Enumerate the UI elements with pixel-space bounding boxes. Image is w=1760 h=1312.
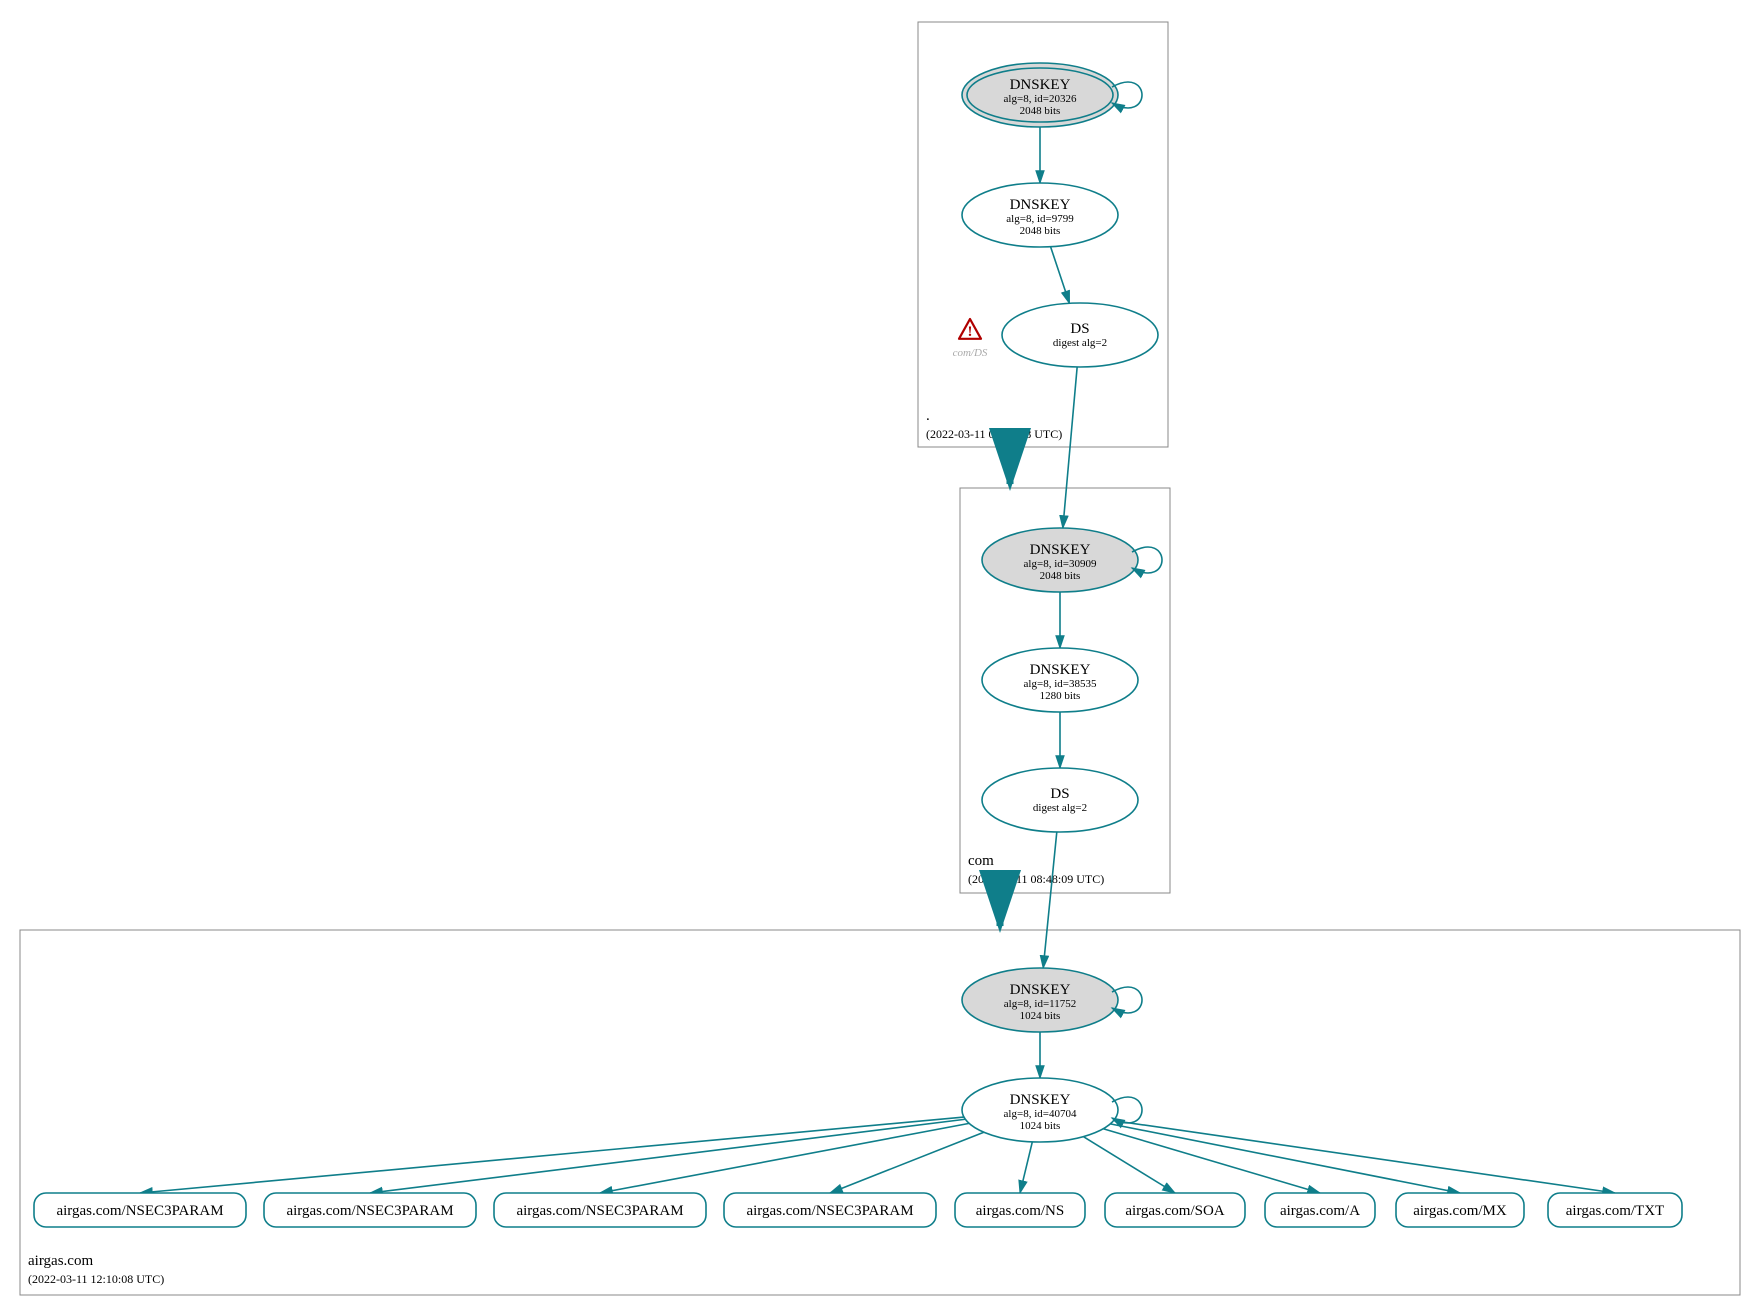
- record-label: airgas.com/NSEC3PARAM: [56, 1203, 223, 1219]
- warning-label: com/DS: [953, 347, 988, 359]
- node-line2: alg=8, id=38535: [1024, 678, 1097, 690]
- edge-to-leaf: [1083, 1137, 1175, 1193]
- node-title: DNSKEY: [1010, 77, 1071, 93]
- zone-label: airgas.com: [28, 1253, 93, 1269]
- record-label: airgas.com/NSEC3PARAM: [516, 1203, 683, 1219]
- node-line2: alg=8, id=9799: [1006, 213, 1074, 225]
- record-label: airgas.com/SOA: [1125, 1203, 1224, 1219]
- node-line2: digest alg=2: [1053, 337, 1107, 349]
- zone-label: .: [926, 408, 930, 424]
- edge-to-leaf: [140, 1117, 964, 1193]
- edge-to-leaf: [1114, 1121, 1615, 1193]
- warning-icon: ! com/DS: [953, 319, 988, 359]
- zone-label: com: [968, 853, 994, 869]
- node-title: DNSKEY: [1010, 197, 1071, 213]
- zone-timestamp: (2022-03-11 12:10:08 UTC): [28, 1272, 164, 1286]
- node-line3: 2048 bits: [1040, 570, 1081, 582]
- node-com_zsk: DNSKEYalg=8, id=385351280 bits: [982, 648, 1138, 712]
- node-com_ds: DSdigest alg=2: [982, 768, 1138, 832]
- zone-timestamp: (2022-03-11 08:48:09 UTC): [968, 872, 1104, 886]
- node-line2: alg=8, id=30909: [1024, 558, 1097, 570]
- zone-box-airgas: [20, 930, 1740, 1295]
- node-line2: digest alg=2: [1033, 802, 1087, 814]
- node-title: DNSKEY: [1030, 662, 1091, 678]
- edge: [1043, 832, 1057, 968]
- node-line3: 1024 bits: [1020, 1010, 1061, 1022]
- node-com_ksk: DNSKEYalg=8, id=309092048 bits: [982, 528, 1162, 592]
- edge-to-leaf: [370, 1119, 965, 1193]
- node-line3: 2048 bits: [1020, 225, 1061, 237]
- edge-to-leaf: [830, 1132, 984, 1193]
- edge-to-leaf: [1020, 1142, 1032, 1193]
- svg-text:!: !: [968, 324, 973, 340]
- node-root_zsk: DNSKEYalg=8, id=97992048 bits: [962, 183, 1118, 247]
- record-label: airgas.com/MX: [1413, 1203, 1507, 1219]
- node-line3: 2048 bits: [1020, 105, 1061, 117]
- record-label: airgas.com/NSEC3PARAM: [746, 1203, 913, 1219]
- record-label: airgas.com/A: [1280, 1203, 1360, 1219]
- edge-to-leaf: [1103, 1129, 1320, 1193]
- record-label: airgas.com/NS: [976, 1203, 1064, 1219]
- node-line3: 1024 bits: [1020, 1120, 1061, 1132]
- node-title: DS: [1070, 321, 1089, 337]
- node-line3: 1280 bits: [1040, 690, 1081, 702]
- node-title: DNSKEY: [1010, 1092, 1071, 1108]
- zone-timestamp: (2022-03-11 06:33:28 UTC): [926, 427, 1062, 441]
- node-root_ds: DSdigest alg=2: [1002, 303, 1158, 367]
- node-line2: alg=8, id=11752: [1004, 998, 1077, 1010]
- record-label: airgas.com/NSEC3PARAM: [286, 1203, 453, 1219]
- node-title: DNSKEY: [1030, 542, 1091, 558]
- dnssec-graph: . (2022-03-11 06:33:28 UTC) com (2022-03-11…: [0, 0, 1760, 1312]
- node-airgas_ksk: DNSKEYalg=8, id=117521024 bits: [962, 968, 1142, 1032]
- node-line2: alg=8, id=40704: [1004, 1108, 1077, 1120]
- node-title: DS: [1050, 786, 1069, 802]
- node-line2: alg=8, id=20326: [1004, 93, 1077, 105]
- record-label: airgas.com/TXT: [1566, 1203, 1664, 1219]
- node-title: DNSKEY: [1010, 982, 1071, 998]
- node-root_ksk: DNSKEYalg=8, id=203262048 bits: [962, 63, 1142, 127]
- edge: [1051, 247, 1070, 304]
